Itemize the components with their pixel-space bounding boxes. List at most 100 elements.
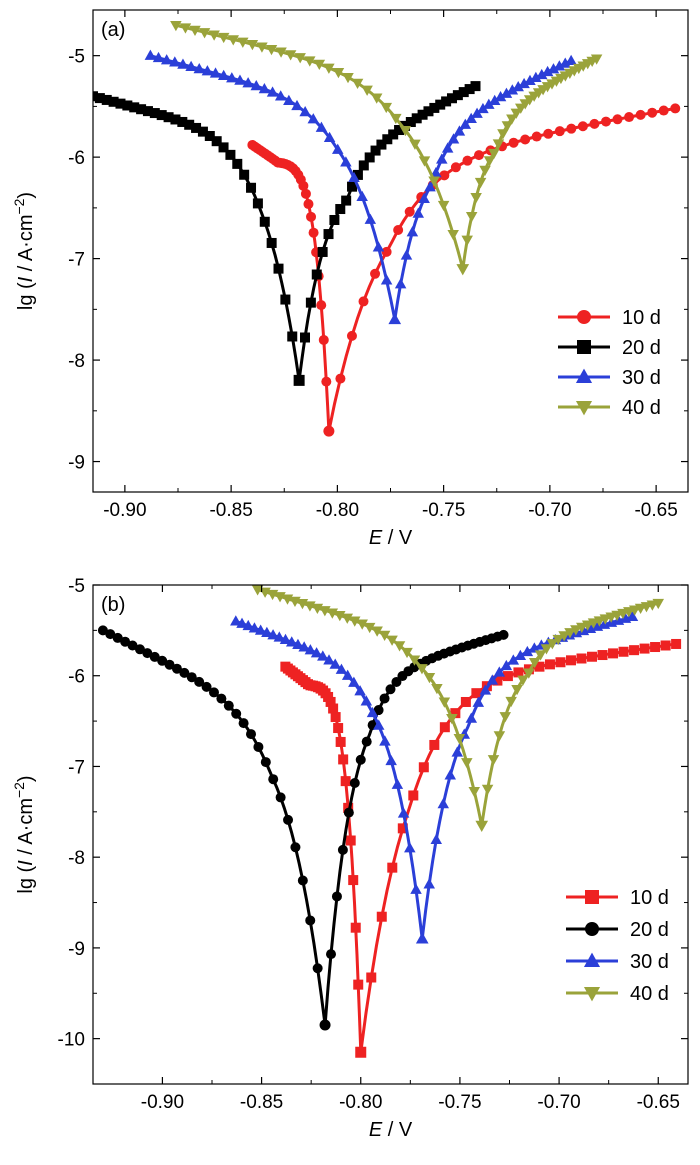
legend-marker: [577, 310, 591, 324]
data-point: [218, 142, 229, 153]
data-point: [208, 30, 220, 41]
data-point: [223, 700, 234, 711]
data-point: [209, 67, 222, 78]
data-point: [323, 425, 335, 437]
data-point: [473, 150, 484, 161]
data-point: [287, 331, 298, 342]
data-point: [453, 125, 466, 136]
data-point: [372, 241, 385, 252]
series-line: [93, 84, 477, 381]
data-point: [134, 644, 145, 655]
data-point: [294, 53, 306, 64]
data-point: [464, 84, 475, 95]
data-point: [238, 718, 249, 729]
panel-b: -0.90 -0.85 -0.80 -0.75 -0.70 -0.65 -10 -9 -8 -7 -…: [11, 576, 689, 1141]
y-tick-label: -9: [68, 939, 85, 960]
data-point: [397, 823, 408, 834]
data-point: [363, 622, 376, 634]
data-point: [379, 693, 390, 704]
data-point: [341, 613, 354, 624]
data-point: [358, 296, 369, 307]
data-point: [380, 102, 392, 114]
data-point: [382, 134, 393, 145]
data-point: [334, 611, 346, 622]
data-point: [629, 645, 640, 656]
data-point: [512, 80, 524, 92]
x-tick-label: -0.80: [339, 1092, 382, 1113]
data-point: [479, 684, 492, 695]
data-point: [185, 60, 197, 71]
y-axis-label-suffix: ): [15, 775, 37, 782]
data-point: [423, 672, 436, 684]
data-point: [418, 762, 429, 773]
data-point: [198, 28, 211, 39]
data-point: [461, 758, 473, 769]
data-point: [348, 875, 359, 886]
data-point: [341, 669, 354, 680]
x-axis-label-unit: / V: [382, 527, 413, 549]
data-point: [416, 664, 428, 675]
data-point: [528, 658, 541, 669]
data-point: [470, 81, 481, 92]
data-point: [528, 642, 541, 653]
legend-marker: [583, 952, 601, 967]
y-tick-label: -10: [58, 1030, 85, 1051]
data-point: [337, 844, 348, 855]
x-tick-label: -0.70: [528, 500, 571, 521]
data-point: [393, 641, 406, 652]
data-point: [639, 643, 650, 654]
x-tick-label: -0.65: [637, 1092, 680, 1113]
data-point: [415, 932, 429, 944]
data-point: [331, 143, 344, 154]
data-point: [500, 87, 513, 98]
data-point: [559, 57, 571, 68]
legend-label: 10 d: [622, 307, 661, 329]
data-point: [149, 651, 160, 662]
data-point: [331, 891, 342, 902]
data-point: [520, 134, 531, 145]
data-point: [136, 104, 147, 115]
data-point: [439, 722, 450, 733]
legend-item-10d: 10 d: [558, 307, 661, 329]
legend: 10 d 20 d 30 d 40 d: [566, 887, 669, 1005]
data-point: [355, 754, 366, 765]
panel-label: (a): [101, 19, 125, 41]
data-point: [211, 136, 222, 147]
data-point: [543, 128, 554, 139]
data-point: [437, 797, 450, 809]
y-tick-label: -8: [68, 351, 85, 372]
data-point: [348, 676, 360, 687]
data-point: [483, 156, 496, 167]
data-point: [411, 113, 422, 124]
data-point: [142, 106, 153, 117]
series-10d: [280, 638, 682, 1058]
data-point: [171, 663, 182, 674]
data-point: [112, 632, 123, 643]
data-point: [237, 37, 249, 48]
data-point: [474, 177, 487, 189]
data-point: [590, 54, 603, 65]
data-point: [250, 79, 263, 91]
y-tick-label: -6: [68, 148, 85, 169]
data-point: [189, 25, 201, 36]
data-point: [234, 74, 246, 85]
data-point: [554, 126, 565, 137]
data-point: [441, 96, 452, 107]
data-point: [437, 200, 450, 212]
data-point: [647, 107, 658, 118]
data-point: [268, 774, 279, 785]
data-point: [361, 736, 372, 747]
legend-label: 10 d: [630, 887, 669, 909]
y-tick-label: -9: [68, 453, 85, 474]
x-tick-label: -0.85: [240, 1092, 283, 1113]
data-point: [356, 619, 368, 630]
data-point: [186, 672, 197, 683]
data-point: [438, 697, 451, 708]
data-point: [624, 112, 635, 123]
data-point: [179, 23, 192, 34]
data-point: [323, 654, 335, 665]
data-point: [323, 229, 334, 240]
series-40d: [251, 585, 664, 833]
